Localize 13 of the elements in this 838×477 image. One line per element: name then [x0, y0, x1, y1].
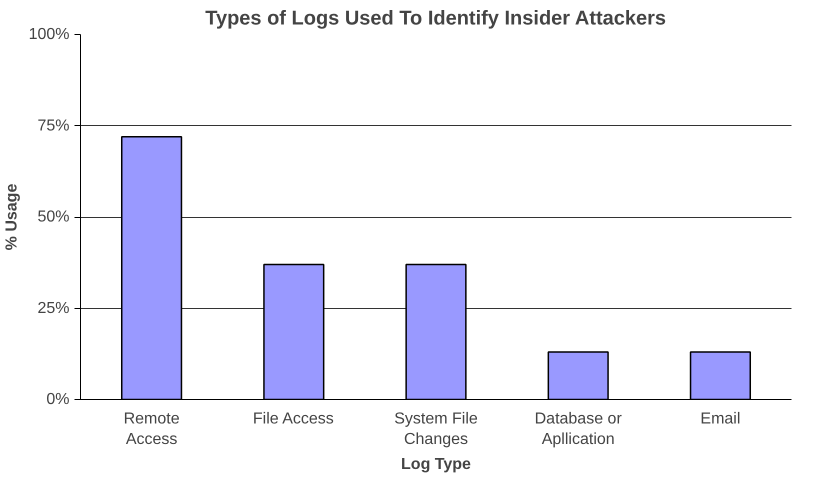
x-axis-title: Log Type	[401, 456, 472, 473]
chart-title: Types of Logs Used To Identify Insider Attackers	[205, 8, 666, 30]
y-tick-label: 25%	[37, 300, 70, 317]
y-tick-label: 0%	[46, 391, 70, 408]
x-tick-label: Database or Apllication	[534, 410, 622, 448]
y-tick-label: 75%	[37, 117, 70, 134]
y-tick-label: 50%	[37, 208, 70, 226]
y-tick-label: 100%	[28, 26, 70, 43]
x-tick-label: File Access	[252, 410, 334, 428]
x-tick-label: System File Changes	[394, 410, 478, 448]
x-tick-label: Remote Access	[124, 410, 180, 448]
y-axis-title: % Usage	[4, 184, 21, 250]
x-tick-label: Email	[700, 410, 740, 428]
